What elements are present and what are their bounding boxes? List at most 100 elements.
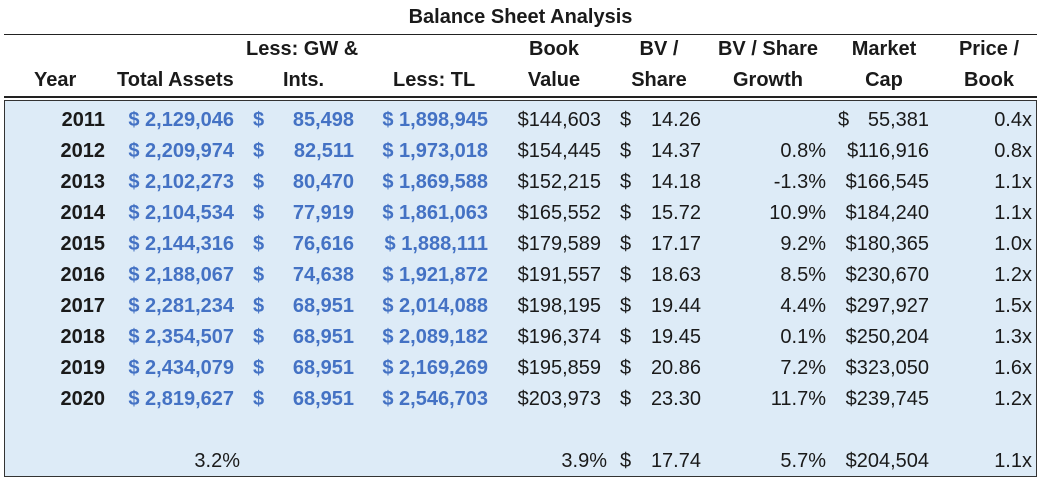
price-book-cell: 0.8x [994,140,1032,162]
summary-book-value-cagr: 3.9% [561,450,607,472]
goodwill-cell: 80,470 [292,171,354,193]
header-pb-line1: Price / [958,38,1020,60]
total-assets-cell: $ 2,129,046 [128,109,234,131]
market-cap-cell: $250,204 [845,326,929,348]
goodwill-cell: 68,951 [292,326,354,348]
table-row: 2015 $ 2,144,316 $76,616 $ 1,888,111 $179,58… [0,229,1041,260]
gw-symbol-cell: $ [253,326,265,348]
header-year: Year [34,69,77,91]
year-cell: 2019 [60,357,106,379]
goodwill-cell: 85,498 [292,109,354,131]
header-total-assets: Total Assets [117,69,234,91]
book-value-cell: $198,195 [517,295,601,317]
table-row: 2011 $ 2,129,046 $85,498 $ 1,898,945 $144,60… [0,105,1041,136]
bvps-symbol-cell: $ [620,140,632,162]
table-row: 2018 $ 2,354,507 $68,951 $ 2,089,182 $196,37… [0,322,1041,353]
bvps-growth-cell: 0.1% [780,326,826,348]
bvps-cell: 23.30 [650,388,701,410]
bvps-cell: 14.26 [650,109,701,131]
market-cap-cell: $323,050 [845,357,929,379]
price-book-cell: 1.0x [994,233,1032,255]
price-book-cell: 1.2x [994,388,1032,410]
bvps-cell: 20.86 [650,357,701,379]
total-assets-cell: $ 2,434,079 [128,357,234,379]
total-liabilities-cell: $ 1,869,588 [382,171,488,193]
goodwill-cell: 76,616 [292,233,354,255]
summary-growth-average: 5.7% [780,450,826,472]
year-cell: 2020 [60,388,106,410]
book-value-cell: $195,859 [517,357,601,379]
gw-symbol-cell: $ [253,171,265,193]
year-cell: 2016 [60,264,106,286]
header-mcap-line1: Market [851,38,917,60]
table-row: 2017 $ 2,281,234 $68,951 $ 2,014,088 $198,19… [0,291,1041,322]
table-row: 2014 $ 2,104,534 $77,919 $ 1,861,063 $165,55… [0,198,1041,229]
price-book-cell: 1.3x [994,326,1032,348]
bvps-growth-cell: 0.8% [780,140,826,162]
summary-price-book-average: 1.1x [994,450,1032,472]
bvps-cell: 17.17 [650,233,701,255]
price-book-cell: 0.4x [994,109,1032,131]
bvps-cell: 14.37 [650,140,701,162]
total-assets-cell: $ 2,819,627 [128,388,234,410]
bvps-growth-cell: 4.4% [780,295,826,317]
book-value-cell: $191,557 [517,264,601,286]
bvps-growth-cell: 10.9% [769,202,826,224]
header-bvg-line1: BV / Share [717,38,819,60]
total-assets-cell: $ 2,209,974 [128,140,234,162]
header-book-line2: Value [527,69,581,91]
total-liabilities-cell: $ 1,861,063 [382,202,488,224]
sheet-title: Balance Sheet Analysis [408,6,633,28]
bvps-symbol-cell: $ [620,388,632,410]
book-value-cell: $179,589 [517,233,601,255]
bvps-symbol-cell: $ [620,233,632,255]
gw-symbol-cell: $ [253,202,265,224]
total-assets-cell: $ 2,104,534 [128,202,234,224]
gw-symbol-cell: $ [253,295,265,317]
bvps-cell: 18.63 [650,264,701,286]
total-liabilities-cell: $ 1,898,945 [382,109,488,131]
book-value-cell: $152,215 [517,171,601,193]
year-cell: 2017 [60,295,106,317]
bvps-growth-cell: 9.2% [780,233,826,255]
book-value-cell: $165,552 [517,202,601,224]
bvps-cell: 15.72 [650,202,701,224]
total-liabilities-cell: $ 2,014,088 [382,295,488,317]
bvps-cell: 19.45 [650,326,701,348]
total-liabilities-cell: $ 2,546,703 [382,388,488,410]
bvps-symbol-cell: $ [620,202,632,224]
total-liabilities-cell: $ 2,089,182 [382,326,488,348]
total-assets-cell: $ 2,144,316 [128,233,234,255]
year-cell: 2015 [60,233,106,255]
gw-symbol-cell: $ [253,357,265,379]
total-assets-cell: $ 2,281,234 [128,295,234,317]
bvps-symbol-cell: $ [620,109,632,131]
table-row: 2020 $ 2,819,627 $68,951 $ 2,546,703 $203,97… [0,384,1041,415]
book-value-cell: $196,374 [517,326,601,348]
total-assets-cell: $ 2,354,507 [128,326,234,348]
gw-symbol-cell: $ [253,109,265,131]
header-mcap-line2: Cap [865,69,903,91]
gw-symbol-cell: $ [253,140,265,162]
market-cap-cell: 55,381 [867,109,929,131]
market-cap-cell: $184,240 [845,202,929,224]
total-assets-cell: $ 2,102,273 [128,171,234,193]
book-value-cell: $154,445 [517,140,601,162]
year-cell: 2011 [61,109,105,131]
goodwill-cell: 68,951 [292,388,354,410]
market-cap-cell: $230,670 [845,264,929,286]
bvps-symbol-cell: $ [620,264,632,286]
bvps-growth-cell: 7.2% [780,357,826,379]
header-book-line1: Book [529,38,579,60]
market-cap-cell: $180,365 [845,233,929,255]
year-cell: 2014 [60,202,106,224]
market-cap-cell: $297,927 [845,295,929,317]
market-cap-cell: $166,545 [845,171,929,193]
market-cap-cell: $116,916 [847,140,929,162]
header-bottom-rule [4,96,1037,98]
year-cell: 2018 [60,326,106,348]
bvps-cell: 14.18 [650,171,701,193]
table-row: 2016 $ 2,188,067 $74,638 $ 1,921,872 $191,55… [0,260,1041,291]
year-cell: 2013 [60,171,106,193]
header-less-tl: Less: TL [393,69,476,91]
